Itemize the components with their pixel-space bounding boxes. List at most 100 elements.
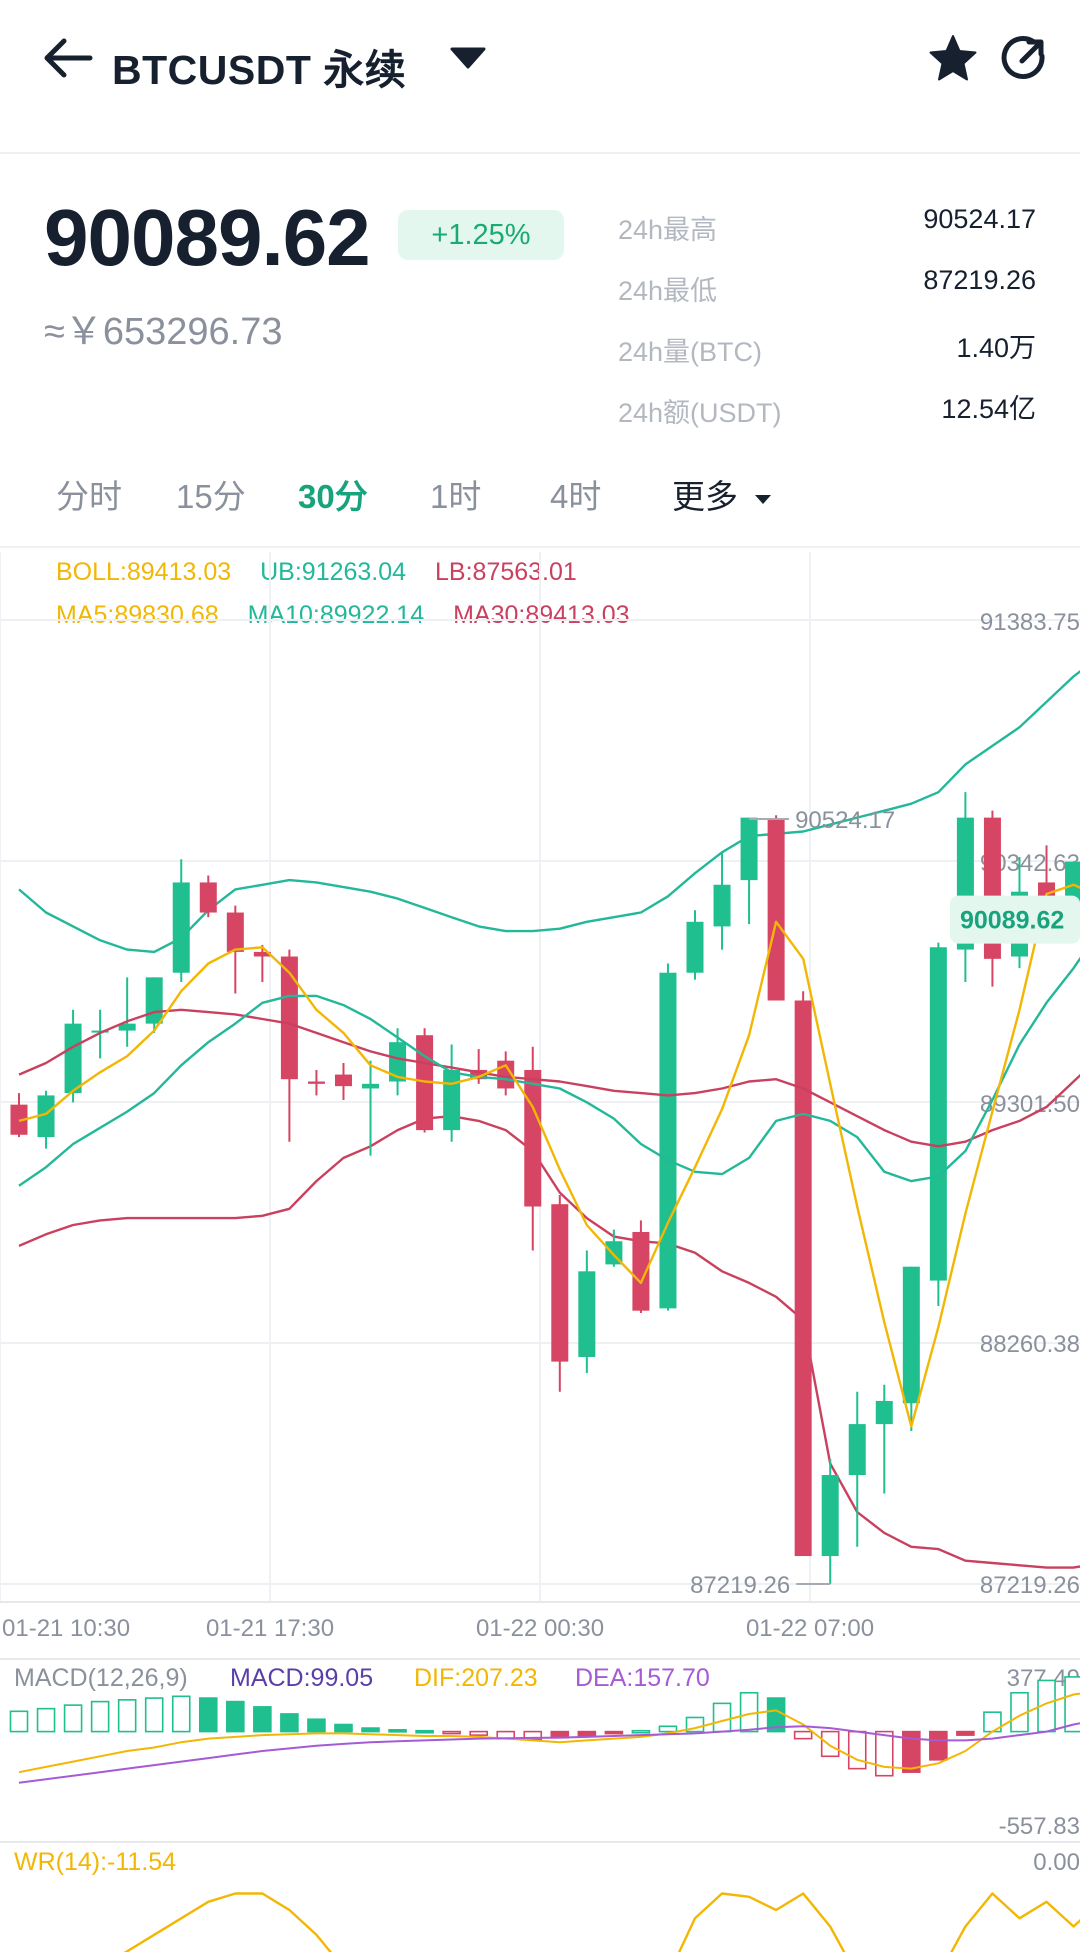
last-price-tag: 90089.62 [960, 907, 1064, 935]
candle [64, 1009, 82, 1103]
lb-value: LB:87563.01 [435, 558, 577, 586]
macd-histogram [9, 1676, 1080, 1777]
candle-body [578, 1271, 596, 1357]
stat-low: 24h最低 87219.26 [618, 265, 1036, 306]
candle [199, 875, 217, 918]
macd-dif-line [18, 1692, 1080, 1774]
price-cny: ≈￥653296.73 [44, 311, 283, 353]
candle-body [794, 1000, 812, 1557]
share-icon[interactable] [998, 34, 1048, 84]
dif-value: DIF:207.23 [414, 1664, 538, 1692]
macd-bar [847, 1730, 867, 1770]
dea-value: DEA:157.70 [575, 1664, 710, 1692]
dropdown-caret-icon[interactable] [448, 44, 488, 72]
low-price-label: 87219.26 [690, 1572, 790, 1599]
more-caret-icon [755, 495, 772, 505]
macd-title: MACD(12,26,9) [14, 1664, 188, 1692]
candle [848, 1391, 866, 1547]
candle [307, 1069, 325, 1096]
candle [956, 792, 974, 982]
chart-annotations: 90524.17 87219.26 90089.62 [690, 807, 1080, 1599]
candle-body [334, 1074, 352, 1087]
tab-more[interactable]: 更多 [672, 470, 773, 518]
macd-dea-line [18, 1722, 1080, 1784]
boll-value: BOLL:89413.03 [56, 558, 232, 586]
candle [632, 1220, 650, 1313]
boll-upper-band [18, 669, 1080, 954]
macd-bar [144, 1697, 164, 1733]
macd-bar [63, 1704, 83, 1733]
macd-bar [929, 1730, 948, 1761]
ma30-value: MA30:89413.03 [453, 601, 630, 629]
chart-grid [0, 552, 1080, 1603]
macd-bar [388, 1729, 407, 1733]
candle-body [280, 956, 298, 1080]
macd-bar [739, 1691, 759, 1733]
candle [37, 1090, 55, 1149]
macd-bar [171, 1695, 191, 1733]
macd-bar [956, 1730, 975, 1736]
high-price-label: 90524.17 [795, 807, 895, 834]
macd-bar [198, 1697, 218, 1733]
ma5-value: MA5:89830.68 [56, 601, 219, 629]
macd-bar [307, 1718, 326, 1733]
candle [578, 1250, 596, 1374]
candle-body [875, 1400, 893, 1425]
candle-body [145, 977, 163, 1024]
ma-legend: MA5:89830.68 MA10:89922.14 MA30:89413.03 [56, 601, 630, 630]
macd-bar [577, 1730, 597, 1737]
tabs-divider [0, 546, 1080, 548]
candle-body [37, 1095, 55, 1138]
boll-bands [18, 669, 1080, 1569]
tab-1h[interactable]: 1时 [430, 478, 482, 515]
macd-bar [334, 1723, 353, 1733]
favorite-star-icon[interactable] [926, 32, 980, 86]
boll-legend: BOLL:89413.03 UB:91263.04 LB:87563.01 [56, 558, 577, 587]
macd-bar [1064, 1676, 1080, 1733]
macd-bar [90, 1700, 110, 1733]
ma-lines [18, 883, 1080, 1428]
candles [10, 792, 1080, 1585]
header-divider [0, 152, 1080, 154]
candle-body [686, 921, 704, 973]
candle [713, 852, 731, 950]
macd-bar [36, 1707, 56, 1733]
candle-body [443, 1069, 461, 1131]
boll-lower-band [18, 1115, 1080, 1569]
macd-bar [361, 1727, 380, 1733]
last-price-box [950, 895, 1080, 944]
candle [443, 1044, 461, 1142]
ma10-line [18, 956, 1080, 1187]
candle-body [659, 972, 677, 1309]
candle [740, 817, 758, 925]
symbol-title[interactable]: BTCUSDT 永续 [112, 47, 407, 93]
candle [389, 1028, 407, 1096]
y-tick-label: 87219.26 [980, 1572, 1080, 1599]
candle [118, 977, 136, 1047]
candle [334, 1062, 352, 1101]
tab-timeshare[interactable]: 分时 [56, 478, 122, 515]
candle-body [632, 1231, 650, 1311]
x-tick-label: 01-21 17:30 [206, 1615, 334, 1642]
candle [280, 949, 298, 1142]
wr-line [123, 1892, 1080, 1952]
x-tick-label: 01-21 10:30 [2, 1615, 130, 1642]
macd-bar [874, 1730, 894, 1777]
macd-lines [18, 1692, 1080, 1784]
candle-body [767, 819, 785, 1001]
tab-more-label: 更多 [672, 478, 738, 515]
candle-body [118, 1023, 136, 1031]
candlestick-chart[interactable]: 91383.75 90342.63 89301.50 88260.38 8721… [0, 552, 1080, 1952]
back-arrow-icon[interactable] [38, 28, 98, 88]
tab-15m[interactable]: 15分 [176, 478, 246, 515]
candle-body [848, 1424, 866, 1476]
macd-bar [793, 1730, 813, 1740]
candle [362, 1060, 380, 1156]
candle-body [389, 1042, 407, 1082]
wr-line-path [123, 1892, 1080, 1952]
candle [821, 1458, 839, 1585]
stat-high: 24h最高 90524.17 [618, 204, 1036, 245]
stats-panel: 24h最高 90524.17 24h最低 87219.26 24h量(BTC) 1.4… [618, 200, 1036, 444]
tab-4h[interactable]: 4时 [550, 478, 602, 515]
tab-30m[interactable]: 30分 [298, 478, 368, 515]
